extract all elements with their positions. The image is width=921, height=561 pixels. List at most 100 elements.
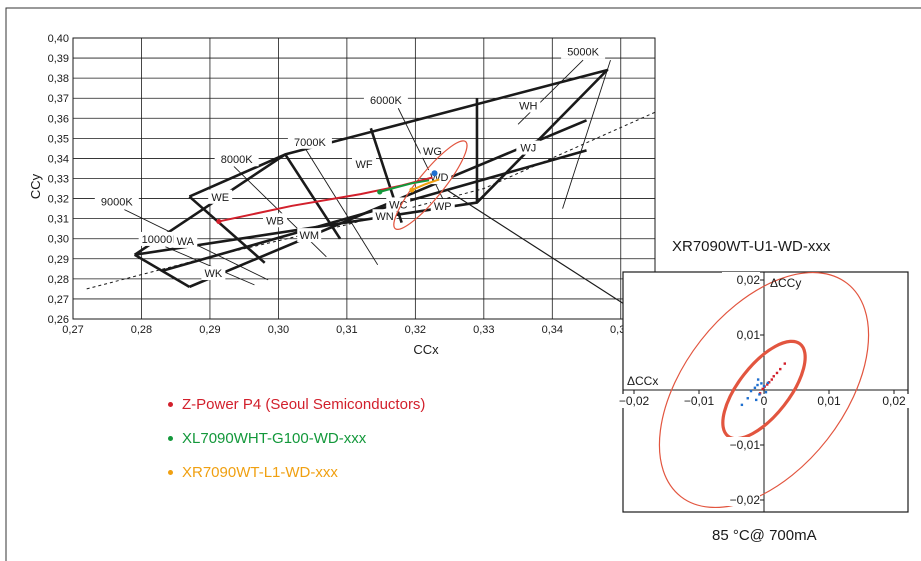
cct-label-bg — [363, 93, 408, 108]
y-tick-label: 0,36 — [48, 113, 69, 125]
bin-label-bg — [352, 156, 376, 171]
inset-point — [779, 367, 782, 371]
cct-label-bg — [287, 134, 332, 149]
inset-x-tick-label: 0,01 — [817, 394, 841, 408]
legend-label: XR7090WT-L1-WD-xxx — [182, 464, 338, 481]
series-line — [379, 179, 430, 193]
bin-label: WE — [211, 192, 229, 204]
y-tick-label: 0,29 — [48, 254, 69, 266]
inset-point — [761, 387, 764, 391]
bin-label: WP — [434, 201, 452, 213]
inset-point — [758, 393, 761, 396]
inset-point — [772, 375, 775, 378]
inset-point — [766, 381, 770, 385]
inset-point — [768, 381, 771, 384]
bin-label-bg — [420, 143, 445, 158]
series-line — [411, 178, 440, 191]
series-point — [377, 189, 383, 195]
y-tick-label: 0,35 — [48, 133, 69, 145]
bin-label-bg — [201, 266, 226, 281]
legend: Z-Power P4 (Seoul Semiconductors) XL7090… — [168, 388, 488, 490]
inset-tick-bg — [748, 394, 780, 408]
legend-item: Z-Power P4 (Seoul Semiconductors) — [168, 388, 488, 422]
bin-label-bg — [297, 228, 322, 243]
legend-marker — [168, 470, 173, 475]
inset-point — [740, 403, 744, 407]
inset-point — [775, 371, 779, 375]
cct-label: 6000K — [370, 95, 402, 107]
inset-point — [766, 383, 769, 386]
blackbody-locus — [86, 111, 656, 290]
x-tick-label: 0,31 — [336, 324, 357, 336]
legend-label: XL7090WHT-G100-WD-xxx — [182, 430, 367, 447]
y-axis-label: CCy — [28, 173, 43, 199]
cct-label-bg — [138, 231, 183, 246]
bin-outline — [188, 153, 286, 198]
bin-label-bg — [386, 197, 411, 212]
y-tick-label: 0,30 — [48, 234, 69, 246]
inset-point — [755, 398, 758, 402]
x-tick-label: 0,28 — [131, 324, 152, 336]
bin-label: WJ — [520, 143, 536, 155]
inset-x-tick-label: −0,01 — [684, 394, 715, 408]
bin-label-bg — [516, 98, 541, 113]
inset-point — [760, 382, 763, 385]
inset-point — [762, 384, 766, 388]
y-tick-label: 0,27 — [48, 294, 69, 306]
cct-label-bg — [94, 194, 139, 209]
inset-subtitle: 85 °C@ 700mA — [712, 527, 817, 544]
y-tick-label: 0,31 — [48, 214, 69, 226]
bin-label: WH — [519, 100, 537, 112]
inset-y-tick-label: 0,01 — [737, 328, 761, 342]
bin-label-bg — [372, 209, 397, 224]
inset-ellipse — [721, 339, 807, 441]
inset-ellipse — [658, 271, 870, 509]
series-point — [216, 218, 222, 225]
inset-point — [783, 362, 786, 365]
inset-title: XR7090WT-U1-WD-xxx — [672, 238, 831, 255]
inset-tick-bg — [683, 394, 715, 408]
inset-y-tick-label: 0,02 — [737, 273, 761, 287]
inset-point — [753, 386, 757, 389]
bin-label: WA — [177, 236, 195, 248]
inset-x-tick-label: 0 — [761, 394, 768, 408]
bin-label: WN — [375, 211, 393, 223]
cct-leader-line — [305, 149, 379, 266]
inset-tick-bg — [878, 394, 910, 408]
bin-outline — [133, 253, 191, 289]
inset-tick-bg — [618, 394, 650, 408]
bin-label: WG — [423, 146, 442, 158]
inset-point — [764, 391, 768, 394]
bin-label-bg — [173, 233, 198, 248]
bin-label-bg — [208, 189, 233, 204]
page-border — [5, 7, 921, 561]
bin-outline — [188, 195, 266, 264]
legend-marker — [168, 402, 173, 407]
cct-label: 5000K — [567, 46, 599, 58]
inset-y-axis-label: ΔCCy — [770, 276, 801, 290]
cct-label: 8000K — [221, 154, 253, 166]
bin-label: WB — [266, 215, 284, 227]
bin-label-bg — [262, 213, 287, 228]
y-tick-label: 0,26 — [48, 314, 69, 326]
inset-y-tick-label: −0,02 — [730, 493, 761, 507]
y-tick-label: 0,34 — [48, 153, 69, 165]
cct-leader-line — [517, 59, 584, 125]
y-tick-label: 0,28 — [48, 274, 69, 286]
bin-label: WF — [355, 159, 372, 171]
y-tick-label: 0,40 — [48, 33, 69, 45]
inset-x-axis-label: ΔCCx — [627, 374, 658, 388]
cct-label: 7000K — [294, 137, 326, 149]
inset-point — [746, 397, 749, 400]
y-tick-label: 0,32 — [48, 194, 69, 206]
highlight-ellipse — [393, 140, 468, 230]
inset-x-tick-label: 0,02 — [882, 394, 906, 408]
inset-point — [749, 389, 753, 393]
bin-label: WK — [204, 268, 222, 280]
x-tick-label: 0,34 — [542, 324, 563, 336]
inset-y-tick-label: −0,01 — [730, 438, 761, 452]
legend-item: XR7090WT-L1-WD-xxx — [168, 456, 488, 490]
x-tick-label: 0,27 — [62, 324, 83, 336]
bin-outline — [284, 153, 342, 240]
